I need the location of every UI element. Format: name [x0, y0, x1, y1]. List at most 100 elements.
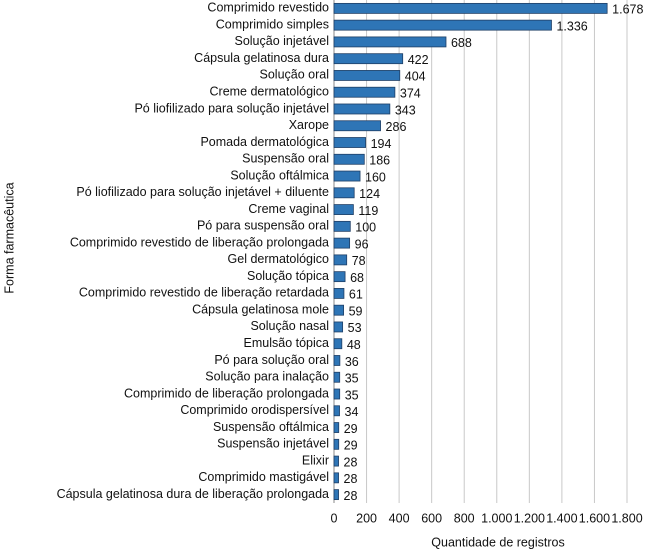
bar: [333, 70, 401, 81]
category-label: Comprimido revestido: [207, 1, 329, 15]
category-label: Solução injetável: [234, 34, 329, 48]
value-label: 374: [400, 87, 421, 101]
bar: [333, 254, 348, 266]
value-label: 286: [386, 120, 407, 134]
value-label: 68: [350, 271, 364, 285]
bar: [333, 288, 345, 299]
bar: [333, 53, 404, 65]
category-label: Solução oftálmica: [230, 168, 329, 182]
bar: [333, 187, 355, 199]
value-label: 53: [348, 321, 362, 335]
bar: [333, 489, 339, 501]
bar: [333, 472, 339, 484]
bar: [333, 2, 608, 14]
category-label: Solução para inalação: [205, 370, 329, 384]
value-label: 61: [349, 288, 363, 302]
x-tick-label: 200: [356, 511, 377, 525]
bar: [333, 422, 340, 433]
value-label: 59: [349, 304, 363, 318]
bar: [333, 120, 381, 132]
bar: [333, 321, 344, 333]
category-label: Creme dermatológico: [210, 85, 330, 99]
value-label: 1.336: [556, 19, 587, 33]
value-label: 36: [345, 355, 359, 369]
value-label: 186: [369, 154, 390, 168]
value-label: 35: [345, 372, 359, 386]
value-label: 96: [355, 237, 369, 251]
bar: [333, 220, 351, 232]
category-label: Pó liofilizado para solução injetável: [134, 101, 329, 115]
bar: [333, 204, 354, 215]
x-tick-label: 800: [454, 511, 475, 525]
value-label: 688: [451, 36, 472, 50]
value-label: 29: [344, 439, 358, 453]
category-label: Creme vaginal: [248, 202, 329, 216]
category-label: Pomada dermatológica: [200, 135, 329, 149]
bar: [333, 153, 365, 165]
x-tick-label: 1.200: [514, 511, 545, 525]
bar: [333, 304, 345, 316]
value-label: 160: [365, 170, 386, 184]
value-label: 28: [344, 472, 358, 486]
category-label: Comprimido orodispersível: [180, 403, 329, 417]
value-label: 48: [347, 338, 361, 352]
value-label: 35: [345, 388, 359, 402]
value-label: 422: [408, 53, 429, 67]
category-label: Suspensão oral: [242, 152, 329, 166]
value-label: 28: [344, 489, 358, 503]
category-label: Solução oral: [260, 68, 330, 82]
category-label: Comprimido simples: [216, 17, 329, 31]
category-label: Comprimido revestido de liberação prolon…: [70, 235, 329, 249]
value-label: 100: [355, 221, 376, 235]
category-label: Elixir: [302, 453, 329, 467]
bar: [333, 36, 447, 48]
value-label: 124: [359, 187, 380, 201]
value-label: 194: [371, 137, 392, 151]
bar: [333, 86, 396, 98]
value-label: 28: [344, 455, 358, 469]
category-label: Comprimido mastigável: [198, 470, 329, 484]
bar: [333, 338, 343, 350]
x-tick-label: 600: [421, 511, 442, 525]
bar: [333, 455, 339, 467]
category-label: Suspensão injetável: [217, 437, 329, 451]
category-label: Pó para solução oral: [214, 353, 329, 367]
bar: [333, 237, 351, 249]
category-label: Comprimido de liberação prolongada: [124, 386, 329, 400]
category-label: Emulsão tópica: [244, 336, 330, 350]
value-label: 34: [345, 405, 359, 419]
bar: [333, 388, 341, 400]
bar: [333, 103, 391, 115]
category-label: Cápsula gelatinosa mole: [192, 302, 329, 316]
category-label: Xarope: [289, 118, 329, 132]
bar: [333, 170, 361, 182]
value-label: 343: [395, 103, 416, 117]
category-label: Cápsula gelatinosa dura: [194, 51, 329, 65]
y-axis-title: Forma farmacêutica: [2, 182, 16, 293]
bar: [333, 438, 340, 450]
category-label: Comprimido revestido de liberação retard…: [79, 286, 329, 300]
x-tick-label: 400: [389, 511, 410, 525]
category-label: Gel dermatológico: [228, 252, 329, 266]
value-label: 404: [405, 70, 426, 84]
bar: [333, 371, 341, 383]
value-label: 29: [344, 422, 358, 436]
category-label: Cápsula gelatinosa dura de liberação pro…: [57, 487, 329, 501]
x-tick-label: 1.800: [611, 511, 642, 525]
bar: [333, 405, 340, 417]
bar: [333, 355, 341, 366]
x-tick-label: 1.600: [579, 511, 610, 525]
x-tick-label: 1.000: [481, 511, 512, 525]
x-tick-label: 0: [331, 511, 338, 525]
value-label: 1.678: [612, 3, 643, 17]
x-axis-title: Quantidade de registros: [431, 535, 564, 549]
category-label: Pó liofilizado para solução injetável + …: [76, 185, 329, 199]
value-label: 119: [358, 204, 378, 218]
category-label: Suspensão oftálmica: [213, 420, 329, 434]
category-label: Solução tópica: [247, 269, 329, 283]
x-tick-label: 1.400: [546, 511, 577, 525]
bar: [333, 137, 366, 148]
value-label: 78: [352, 254, 366, 268]
category-label: Solução nasal: [250, 319, 329, 333]
